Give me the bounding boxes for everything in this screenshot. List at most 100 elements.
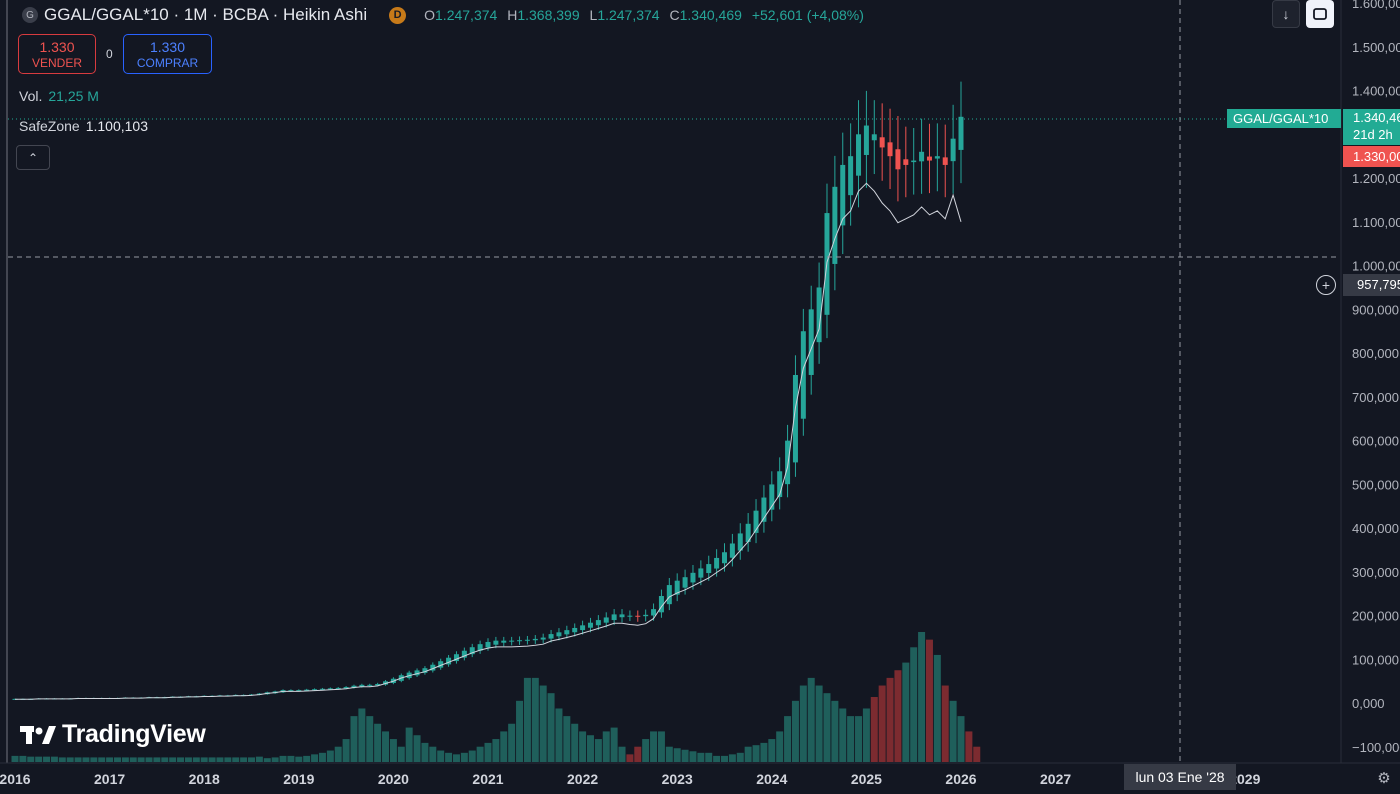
candle-body (887, 142, 893, 157)
candle-body (572, 627, 578, 633)
volume-bar (334, 746, 342, 762)
candle-body (934, 156, 940, 159)
volume-bar (799, 685, 807, 762)
safezone-line (15, 182, 962, 700)
volume-bar (429, 746, 437, 762)
volume-bar (35, 756, 43, 762)
candle-body (926, 156, 932, 161)
volume-bar (382, 731, 390, 762)
volume-bar (870, 697, 878, 762)
candle-body (501, 640, 507, 643)
restore-button[interactable] (1306, 0, 1334, 28)
volume-bar (902, 662, 910, 762)
candle-body (737, 533, 743, 551)
delayed-data-badge[interactable]: D (389, 6, 407, 24)
candle-body (856, 134, 862, 176)
candle-body (769, 484, 775, 510)
price-candles (12, 81, 964, 700)
candle-body (335, 687, 341, 689)
volume-bar (437, 750, 445, 762)
last-price-value: 1.340,469 (1353, 110, 1400, 125)
volume-bar (216, 757, 224, 762)
candle-body (682, 577, 688, 588)
volume-bar (563, 716, 571, 762)
price-tick-label: 900,000 (1352, 302, 1399, 317)
tradingview-logo-text: TradingView (62, 720, 206, 748)
buy-button[interactable]: 1.330 COMPRAR (123, 34, 212, 74)
time-tick-label: 2019 (283, 771, 314, 787)
candle-body (548, 634, 554, 639)
candle-body (312, 689, 318, 691)
chart-title[interactable]: GGAL/GGAL*10 · 1M · BCBA · Heikin Ashi (44, 5, 368, 24)
candle-body (863, 125, 869, 155)
sell-button[interactable]: 1.330 VENDER (18, 34, 96, 74)
candle-body (674, 580, 680, 595)
buy-label: COMPRAR (136, 56, 199, 70)
candle-body (761, 497, 767, 522)
volume-bar (594, 739, 602, 762)
candle-body (595, 620, 601, 626)
volume-bar (476, 746, 484, 762)
candle-body (753, 510, 759, 533)
symbol-logo-icon[interactable]: G (22, 7, 38, 23)
candle-body (848, 156, 854, 196)
volume-bar (791, 700, 799, 762)
bar-countdown: 21d 2h (1353, 127, 1393, 142)
restore-icon (1313, 8, 1327, 20)
volume-bar (910, 647, 918, 762)
candle-body (942, 157, 948, 165)
spread-value: 0 (106, 47, 113, 61)
volume-bar (508, 723, 516, 762)
volume-bar (847, 716, 855, 762)
last-price-tag[interactable]: 1.340,469 21d 2h (1343, 109, 1400, 145)
time-tick-label: 2020 (378, 771, 409, 787)
safezone-label: SafeZone (19, 118, 80, 134)
download-icon: ↓ (1282, 6, 1290, 22)
plus-icon: + (1321, 277, 1331, 293)
volume-bar (815, 685, 823, 762)
volume-bar (728, 754, 736, 762)
price-tick-label: 1.100,000 (1352, 215, 1400, 230)
download-button[interactable]: ↓ (1272, 0, 1300, 28)
volume-bar (918, 632, 926, 762)
candle-body (493, 640, 499, 645)
price-scale[interactable]: 1.600,0001.500,0001.400,0001.300,0001.20… (1352, 0, 1400, 755)
volume-bar (192, 757, 200, 762)
volume-bar (697, 752, 705, 762)
volume-bar (894, 670, 902, 762)
collapse-legend-button[interactable]: ⌃ (16, 145, 50, 170)
candle-body (375, 683, 381, 686)
volume-bar (27, 756, 35, 762)
add-alert-button[interactable]: + (1316, 275, 1336, 295)
safezone-legend[interactable]: SafeZone 1.100,103 (19, 118, 148, 134)
volume-bar (224, 757, 232, 762)
tradingview-logo[interactable]: TradingView (20, 720, 206, 749)
candle-body (643, 614, 649, 617)
price-tick-label: 1.200,000 (1352, 171, 1400, 186)
time-tick-label: 2024 (756, 771, 787, 787)
price-tick-label: −100,000 (1352, 740, 1400, 755)
volume-bar (184, 757, 192, 762)
time-scale[interactable]: 2016 2017 2018 2019 2020 2021 2022 2023 2024 2025… (0, 771, 1261, 787)
volume-legend[interactable]: Vol. 21,25 M (19, 88, 99, 104)
candle-body (477, 644, 483, 651)
volume-bar (784, 716, 792, 762)
volume-histogram (11, 632, 981, 762)
volume-bar (153, 757, 161, 762)
candle-body (430, 664, 436, 671)
volume-bar (255, 756, 263, 762)
volume-bar (965, 731, 973, 762)
low-label: L (589, 7, 598, 23)
candle-body (485, 641, 491, 648)
volume-bar (484, 742, 492, 762)
high-value: 1.368,399 (517, 7, 580, 23)
volume-bar (539, 685, 547, 762)
volume-bar (516, 700, 524, 762)
high-label: H (507, 7, 518, 23)
volume-bar (248, 757, 255, 762)
candle-body (816, 287, 822, 343)
settings-button[interactable]: ⚙ (1374, 768, 1394, 788)
candle-body (706, 564, 712, 574)
time-tick-label: 2023 (662, 771, 693, 787)
